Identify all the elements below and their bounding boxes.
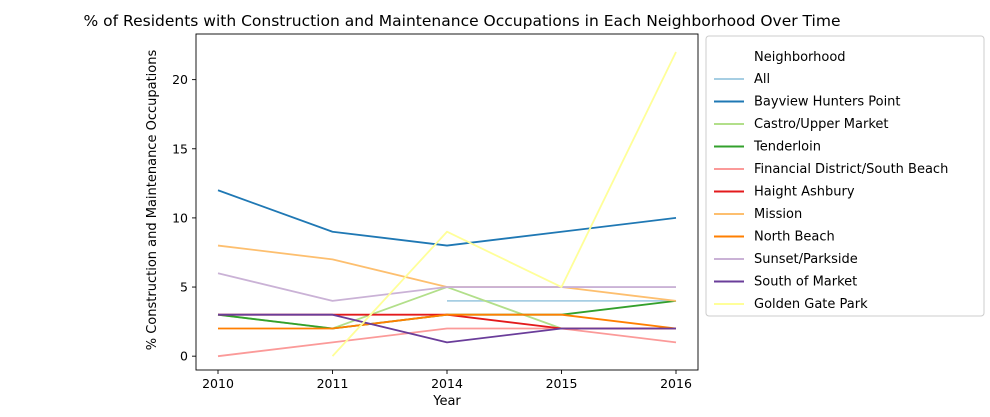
y-axis-label: % Construction and Maintenance Occupatio… [145, 50, 160, 351]
x-axis-label: Year [432, 394, 461, 409]
legend-label: Golden Gate Park [754, 297, 868, 312]
legend-label: South of Market [754, 275, 857, 290]
legend-label: Haight Ashbury [754, 185, 855, 200]
legend: Neighborhood All Bayview Hunters Point Cas… [705, 35, 985, 317]
series-line-golden-gate-park [331, 51, 677, 357]
legend-label: Sunset/Parkside [754, 252, 858, 267]
x-tick-label: 2010 [202, 376, 234, 391]
series-lines [217, 51, 677, 358]
chart-title: % of Residents with Construction and Mai… [84, 12, 841, 30]
x-tick-label: 2014 [431, 376, 463, 391]
x-tick-label: 2016 [660, 376, 692, 391]
series-line-bayview-hunters-point [217, 189, 677, 247]
y-axis: 0 5 10 15 20 [172, 72, 196, 364]
x-tick-label: 2011 [317, 376, 349, 391]
x-axis: 2010 2011 2014 2015 2016 [202, 370, 692, 391]
series-line-financial-district-south-beach [217, 327, 677, 358]
legend-label: Mission [754, 207, 802, 222]
x-tick-label: 2015 [546, 376, 578, 391]
series-line-south-of-market [218, 313, 676, 344]
y-tick-label: 5 [180, 280, 188, 295]
y-tick-label: 0 [180, 349, 188, 364]
series-line-north-beach [218, 313, 677, 330]
plot-area-frame [195, 33, 699, 371]
y-tick-label: 15 [172, 141, 188, 156]
series-line-haight-ashbury [218, 313, 676, 330]
legend-label: Bayview Hunters Point [754, 95, 901, 110]
y-tick-label: 10 [172, 210, 188, 225]
legend-title: Neighborhood [754, 50, 846, 65]
series-line-mission [217, 244, 677, 302]
legend-items: All Bayview Hunters Point Castro/Upper Mar… [714, 72, 948, 312]
legend-label: All [754, 72, 770, 87]
y-tick-label: 20 [172, 72, 188, 87]
legend-label: North Beach [754, 230, 835, 245]
legend-label: Tenderloin [753, 140, 821, 155]
legend-frame [705, 35, 985, 317]
legend-label: Financial District/South Beach [754, 162, 948, 177]
legend-label: Castro/Upper Market [754, 117, 889, 132]
series-line-sunset-parkside [217, 272, 676, 302]
